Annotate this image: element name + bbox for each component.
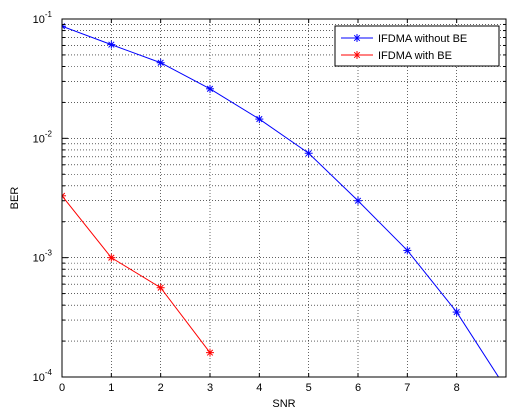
- y-tick-exponent: -1: [45, 10, 53, 19]
- y-axis-label: BER: [9, 187, 21, 210]
- series-line-1: [62, 195, 211, 353]
- y-tick-exponent: -4: [45, 368, 53, 377]
- y-tick-base: 10: [33, 372, 45, 384]
- series-1-point: [206, 348, 214, 357]
- x-tick-label: 2: [158, 382, 164, 394]
- y-tick-base: 10: [33, 133, 45, 145]
- y-tick-label: 10-1: [33, 10, 53, 26]
- legend-label: IFDMA without BE: [378, 33, 467, 45]
- y-tick-label: 10-3: [33, 249, 53, 265]
- x-tick-label: 5: [306, 382, 312, 394]
- legend: IFDMA without BE IFDMA with BE: [334, 25, 500, 67]
- marker-stroke: [206, 349, 214, 356]
- marker-stroke: [353, 34, 361, 42]
- series-0-point: [452, 308, 461, 317]
- plot-frame: [61, 18, 507, 378]
- y-tick-label: 10-2: [33, 129, 53, 145]
- series-line-0: [62, 25, 500, 377]
- x-tick-label: 6: [355, 382, 361, 394]
- marker-stroke: [206, 85, 214, 92]
- axis-ticks: 0 1 2 3 4 5 6 7 810-110-210-310-4: [33, 10, 506, 394]
- legend-marker: [353, 34, 361, 42]
- series-0-point: [107, 40, 116, 49]
- marker-stroke: [453, 308, 460, 316]
- marker-stroke: [354, 197, 362, 204]
- x-tick-label: 0: [59, 382, 65, 394]
- series-1-point: [107, 253, 116, 262]
- x-tick-label: 3: [207, 382, 213, 394]
- marker-stroke: [157, 284, 164, 291]
- y-tick-base: 10: [33, 14, 45, 26]
- axis-labels: SNR BER: [9, 187, 296, 410]
- legend-label: IFDMA with BE: [378, 50, 452, 62]
- x-tick-label: 4: [256, 382, 262, 394]
- x-axis-label: SNR: [272, 398, 295, 410]
- marker-stroke: [353, 51, 361, 59]
- marker-stroke: [157, 59, 164, 66]
- y-tick-base: 10: [33, 253, 45, 265]
- series-0-point: [304, 149, 313, 158]
- marker-stroke: [108, 254, 115, 261]
- x-tick-label: 7: [404, 382, 410, 394]
- marker-stroke: [404, 247, 411, 254]
- y-tick-label: 10-4: [33, 368, 53, 384]
- y-tick-exponent: -3: [45, 249, 53, 258]
- y-tick-exponent: -2: [45, 129, 53, 138]
- series-0-point: [403, 246, 412, 255]
- x-tick-label: 1: [108, 382, 114, 394]
- series-0-point: [156, 58, 165, 67]
- legend-box: [334, 25, 500, 67]
- x-tick-label: 8: [454, 382, 460, 394]
- series-0-point: [255, 115, 264, 124]
- series-0-point: [206, 84, 214, 93]
- legend-marker: [353, 51, 361, 59]
- series-1-point: [156, 283, 165, 292]
- series-0-point: [354, 196, 362, 205]
- marker-stroke: [108, 41, 115, 48]
- marker-stroke: [305, 150, 312, 157]
- marker-stroke: [256, 115, 263, 123]
